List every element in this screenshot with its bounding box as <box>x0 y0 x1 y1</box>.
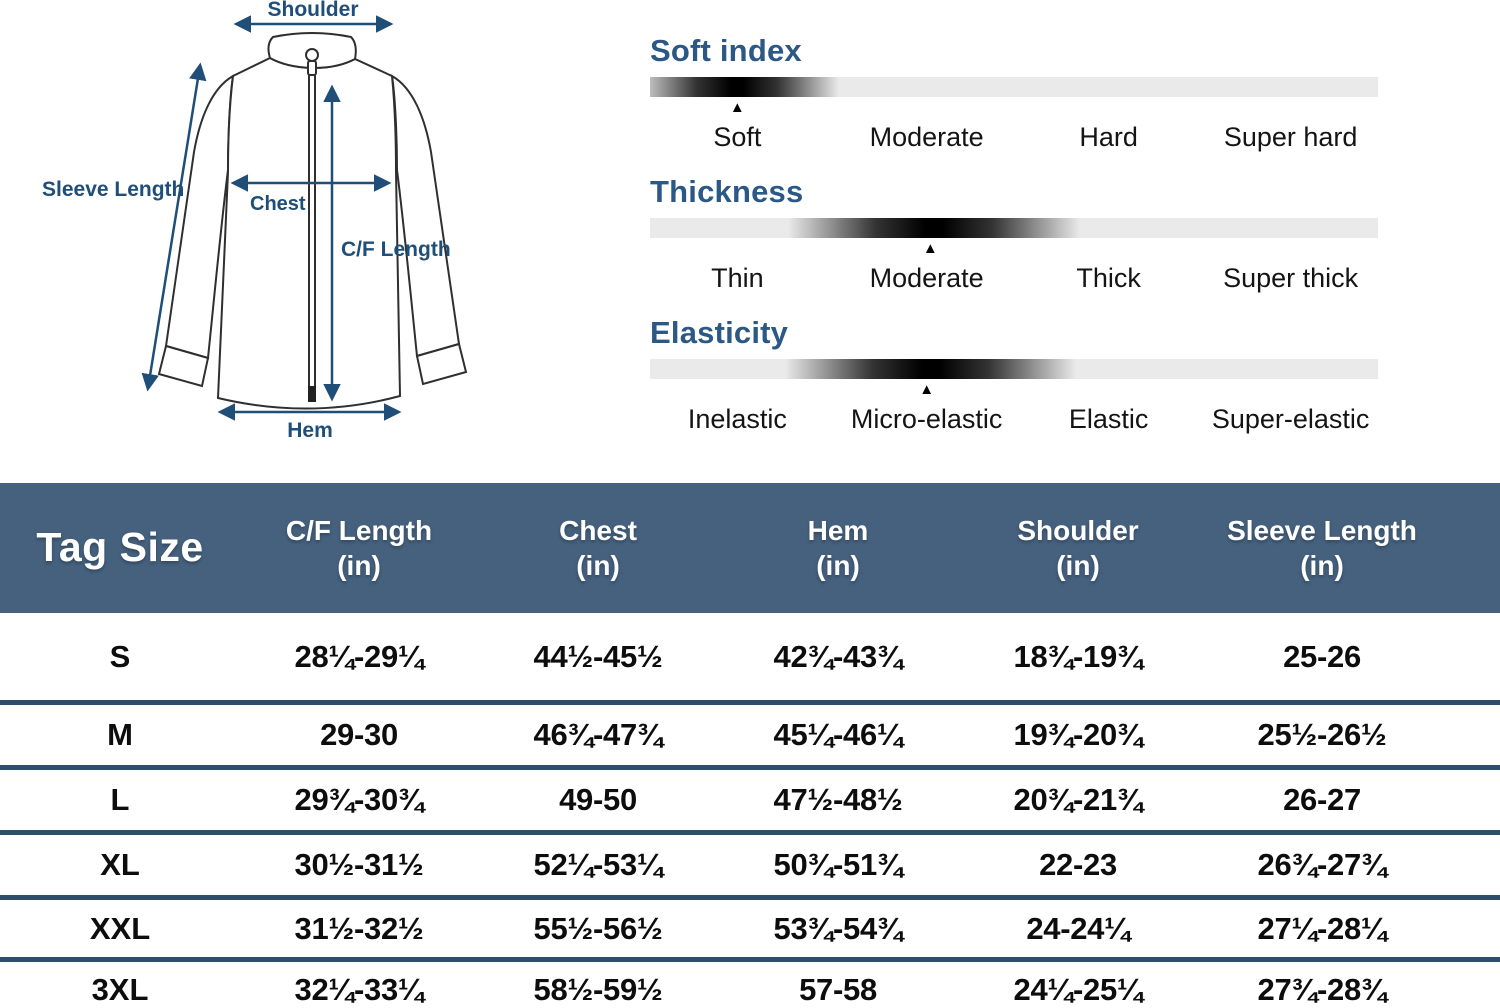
soft-index-blob <box>650 77 840 98</box>
column-header-cf-length: C/F Length (in) <box>285 515 433 581</box>
chest-value: 46¾-47¾ <box>533 717 663 752</box>
elasticity-blob <box>784 359 1076 380</box>
size-table-header: Tag Size C/F Length (in) Chest (in) Hem (in… <box>0 483 1500 613</box>
table-row-xxl: XXL 31½-32½ 55½-56½ 53¾-54¾ 24-24¼ 27¼-2… <box>0 900 1500 962</box>
size-label: S <box>109 638 131 674</box>
scale-label: Soft <box>713 122 762 153</box>
garment-diagram: Shoulder Sleeve Length Chest C/F Length … <box>0 0 580 475</box>
scale-label: Super hard <box>1223 122 1358 153</box>
zipper-pull-tab <box>307 60 317 76</box>
scale-label: Super-elastic <box>1211 404 1370 435</box>
table-row-l: L 29¾-30¾ 49-50 47½-48½ 20¾-21¾ 26-27 <box>0 770 1500 835</box>
soft-index-marker-triangle-icon: ▲ <box>729 99 745 117</box>
column-header-chest: Chest (in) <box>559 515 637 581</box>
table-row-m: M 29-30 46¾-47¾ 45¼-46¼ 19¾-20¾ 25½-26½ <box>0 705 1500 770</box>
hem-value: 47½-48½ <box>773 782 903 817</box>
zipper-pull-ring <box>305 48 319 62</box>
top-section: Shoulder Sleeve Length Chest C/F Length … <box>0 0 1500 483</box>
elasticity-title: Elasticity <box>650 315 789 351</box>
chest-label: Chest <box>250 193 306 215</box>
right-cuff-graphic <box>415 342 468 386</box>
chest-value: 49-50 <box>559 782 637 817</box>
jacket-diagram-svg: Shoulder Sleeve Length Chest C/F Length … <box>42 0 468 442</box>
hem-value: 45¼-46¼ <box>773 717 903 752</box>
sleeve-length-arrow <box>141 62 207 392</box>
column-header-hem: Hem (in) <box>807 515 869 581</box>
chest-value: 44½-45½ <box>533 638 663 674</box>
thickness-marker-triangle-icon: ▲ <box>922 240 938 258</box>
sleeve-length-value: 27¼-28¼ <box>1257 910 1387 946</box>
cf-length-value: 31½-32½ <box>294 910 424 946</box>
chest-value: 58½-59½ <box>533 972 663 1007</box>
soft-index-title: Soft index <box>650 33 802 68</box>
cf-length-label: C/F Length <box>341 238 451 261</box>
size-label: XXL <box>89 910 151 946</box>
scale-label: Moderate <box>869 263 984 294</box>
size-label: XL <box>100 847 140 882</box>
thickness-bar <box>650 218 1378 239</box>
chest-value: 52¼-53¼ <box>533 847 663 882</box>
scale-label: Thick <box>1076 263 1141 294</box>
right-sleeve-graphic <box>390 74 461 358</box>
sleeve-length-value: 26-27 <box>1283 782 1361 817</box>
scale-label: Hard <box>1079 122 1138 153</box>
cf-length-value: 29¾-30¾ <box>294 782 424 817</box>
index-section-soft: Soft index ▲ Soft Moderate Hard Super ha… <box>650 33 1378 155</box>
scale-label: Micro-elastic <box>850 404 1003 435</box>
hem-value: 42¾-43¾ <box>773 638 903 674</box>
table-row-3xl: 3XL 32¼-33¼ 58½-59½ 57-58 24¼-25¼ 27¾-28… <box>0 962 1500 1008</box>
shoulder-value: 24¼-25¼ <box>1013 972 1143 1007</box>
sleeve-length-value: 27¾-28¾ <box>1257 972 1387 1007</box>
column-header-shoulder: Shoulder (in) <box>1017 515 1139 581</box>
sleeve-length-value: 25½-26½ <box>1257 717 1387 752</box>
sleeve-length-value: 25-26 <box>1283 638 1361 674</box>
shoulder-label: Shoulder <box>267 0 358 21</box>
scale-label: Super thick <box>1223 263 1359 294</box>
size-table: Tag Size C/F Length (in) Chest (in) Hem (in… <box>0 483 1500 1008</box>
index-section-thickness: Thickness ▲ Thin Moderate Thick Super th… <box>650 174 1378 296</box>
column-header-sleeve-length: Sleeve Length (in) <box>1227 515 1417 581</box>
chest-value: 55½-56½ <box>533 910 663 946</box>
thickness-title: Thickness <box>650 174 804 210</box>
cf-length-value: 29-30 <box>320 717 398 752</box>
cf-length-value: 30½-31½ <box>294 847 424 882</box>
sleeve-length-label: Sleeve Length <box>42 178 184 201</box>
cf-length-value: 28¼-29¼ <box>294 638 424 674</box>
table-row-xl: XL 30½-31½ 52¼-53¼ 50¾-51¾ 22-23 26¾-27¾ <box>0 835 1500 900</box>
zipper-bottom-stop <box>308 386 316 402</box>
shoulder-value: 18¾-19¾ <box>1013 638 1143 674</box>
hem-value: 50¾-51¾ <box>773 847 903 882</box>
column-header-tag-size: Tag Size <box>36 524 204 571</box>
shoulder-value: 20¾-21¾ <box>1013 782 1143 817</box>
table-row-s: S 28¼-29¼ 44½-45½ 42¾-43¾ 18¾-19¾ 25-26 <box>0 613 1500 705</box>
sleeve-length-value: 26¾-27¾ <box>1257 847 1387 882</box>
cf-length-value: 32¼-33¼ <box>294 972 424 1007</box>
size-label: L <box>110 782 130 817</box>
size-label: M <box>107 717 133 752</box>
shoulder-value: 19¾-20¾ <box>1013 717 1143 752</box>
hem-value: 53¾-54¾ <box>773 910 903 946</box>
scale-label: Moderate <box>869 122 984 153</box>
scale-label: Elastic <box>1068 404 1149 435</box>
index-section-elasticity: Elasticity ▲ Inelastic Micro-elastic Ela… <box>650 316 1378 437</box>
scale-label: Inelastic <box>687 404 787 435</box>
scale-label: Thin <box>711 263 764 294</box>
thickness-blob <box>788 218 1080 239</box>
size-label: 3XL <box>91 972 149 1007</box>
shoulder-value: 24-24¼ <box>1026 910 1130 946</box>
elasticity-marker-triangle-icon: ▲ <box>919 381 935 399</box>
fabric-index-panel: Soft index ▲ Soft Moderate Hard Super ha… <box>650 33 1378 457</box>
elasticity-bar <box>650 359 1378 380</box>
shoulder-value: 22-23 <box>1039 847 1117 882</box>
soft-index-bar <box>650 77 1378 98</box>
hem-label: Hem <box>287 419 333 442</box>
hem-value: 57-58 <box>799 972 877 1007</box>
